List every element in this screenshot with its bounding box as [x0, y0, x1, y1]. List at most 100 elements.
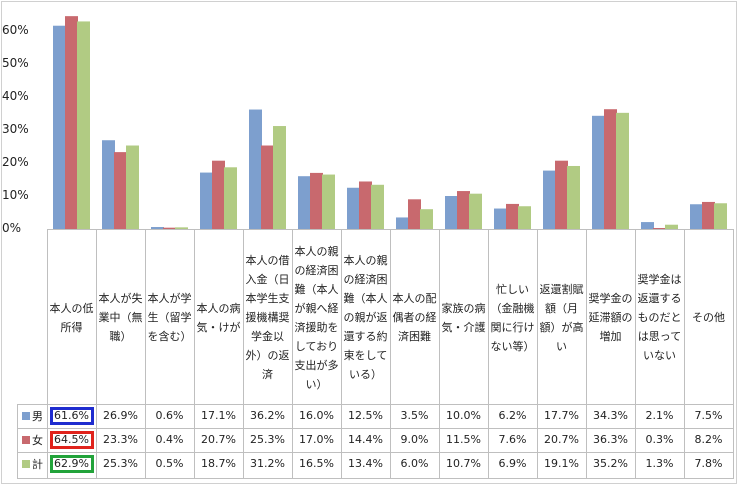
- bar: [249, 109, 262, 229]
- highlight-box-male: [50, 407, 94, 425]
- category-label: 本人の借入金（日本学生支援機構奨学金以外）の返済: [245, 254, 290, 381]
- table-cell: 11.5%: [446, 433, 481, 446]
- bar: [702, 201, 715, 229]
- category-label: 本人の低所得: [49, 301, 94, 334]
- table-cell: 0.5%: [155, 457, 184, 470]
- legend-label: 女: [32, 434, 43, 447]
- table-cell: 7.8%: [694, 457, 723, 470]
- table-cell: 35.2%: [593, 457, 628, 470]
- category-label: 本人が失業中（無職）: [98, 292, 143, 343]
- table-cell: 0.4%: [155, 433, 184, 446]
- legend-item: 女: [22, 428, 43, 452]
- bar: [506, 203, 519, 229]
- table-cell: 6.0%: [400, 457, 429, 470]
- category-label: 返還割賦額（月額）が高い: [539, 282, 584, 353]
- table-cell: 2.1%: [645, 409, 674, 422]
- bar: [469, 193, 482, 229]
- table-cell: 17.7%: [544, 409, 579, 422]
- table-cell: 36.2%: [250, 409, 285, 422]
- category-label: 奨学金は返還するものだとは思っていない: [637, 273, 682, 362]
- table-cell: 64.5%: [54, 433, 89, 446]
- bar: [77, 21, 90, 230]
- table-cell: 0.3%: [645, 433, 674, 446]
- table-cell: 36.3%: [593, 433, 628, 446]
- bar: [65, 16, 78, 230]
- table-vline: [684, 229, 685, 479]
- bar: [396, 217, 409, 229]
- table-cell: 14.4%: [348, 433, 383, 446]
- category-label: 家族の病気・介護: [441, 301, 486, 334]
- table-cell: 19.1%: [544, 457, 579, 470]
- table-cell: 16.0%: [299, 409, 334, 422]
- table-cell: 18.7%: [201, 457, 236, 470]
- bar: [543, 170, 556, 229]
- category-label: 忙しい（金融機関に行けない等）: [490, 282, 535, 353]
- table-cell: 6.2%: [498, 409, 527, 422]
- table-vline: [17, 404, 18, 479]
- bar: [494, 208, 507, 229]
- table-cell: 7.6%: [498, 433, 527, 446]
- table-cell: 8.2%: [694, 433, 723, 446]
- bar: [224, 167, 237, 229]
- table-cell: 23.3%: [103, 433, 138, 446]
- table-cell: 10.7%: [446, 457, 481, 470]
- highlight-box-total: [50, 455, 94, 473]
- table-hline: [17, 478, 733, 479]
- table-vline: [145, 229, 146, 479]
- table-vline: [194, 229, 195, 479]
- bar: [298, 176, 311, 229]
- y-tick-label: 30%: [2, 122, 29, 136]
- bar: [420, 209, 433, 229]
- bar: [273, 126, 286, 229]
- table-hline: [17, 404, 733, 405]
- category-label: 奨学金の延滞額の増加: [588, 292, 633, 343]
- bar: [665, 224, 678, 229]
- table-vline: [586, 229, 587, 479]
- table-cell: 20.7%: [544, 433, 579, 446]
- table-cell: 61.6%: [54, 409, 89, 422]
- category-label: 本人の親の経済困難（本人の親が返還する約束をしている）: [343, 254, 388, 381]
- bar: [163, 227, 176, 229]
- bar: [518, 206, 531, 229]
- table-hline: [17, 452, 733, 453]
- bar: [604, 109, 617, 229]
- y-tick-label: 40%: [2, 89, 29, 103]
- table-cell: 26.9%: [103, 409, 138, 422]
- table-cell: 25.3%: [250, 433, 285, 446]
- bar: [616, 112, 629, 229]
- table-vline: [292, 229, 293, 479]
- table-cell: 20.7%: [201, 433, 236, 446]
- table-vline: [537, 229, 538, 479]
- bar: [102, 140, 115, 229]
- highlight-box-female: [50, 431, 94, 449]
- bar: [261, 145, 274, 229]
- y-tick-label: 0%: [2, 221, 22, 235]
- legend-item: 計: [22, 452, 43, 476]
- table-cell: 1.3%: [645, 457, 674, 470]
- bar: [151, 227, 164, 229]
- table-vline: [47, 229, 48, 479]
- legend-label: 男: [32, 410, 43, 423]
- table-cell: 62.9%: [54, 457, 89, 470]
- bar: [200, 172, 213, 229]
- bar: [457, 191, 470, 229]
- bar: [690, 204, 703, 229]
- bar: [445, 196, 458, 229]
- table-cell: 7.5%: [694, 409, 723, 422]
- table-cell: 0.6%: [155, 409, 184, 422]
- category-label: 本人の病気・けが: [196, 301, 241, 334]
- category-label: その他: [692, 311, 725, 324]
- legend-label: 計: [32, 458, 43, 471]
- table-hline: [17, 428, 733, 429]
- bar: [714, 203, 727, 229]
- bar: [114, 152, 127, 229]
- table-cell: 10.0%: [446, 409, 481, 422]
- y-tick-label: 60%: [2, 23, 29, 37]
- bar: [555, 160, 568, 229]
- table-cell: 17.1%: [201, 409, 236, 422]
- legend-swatch: [22, 412, 30, 420]
- table-cell: 17.0%: [299, 433, 334, 446]
- bar: [53, 25, 66, 229]
- table-cell: 6.9%: [498, 457, 527, 470]
